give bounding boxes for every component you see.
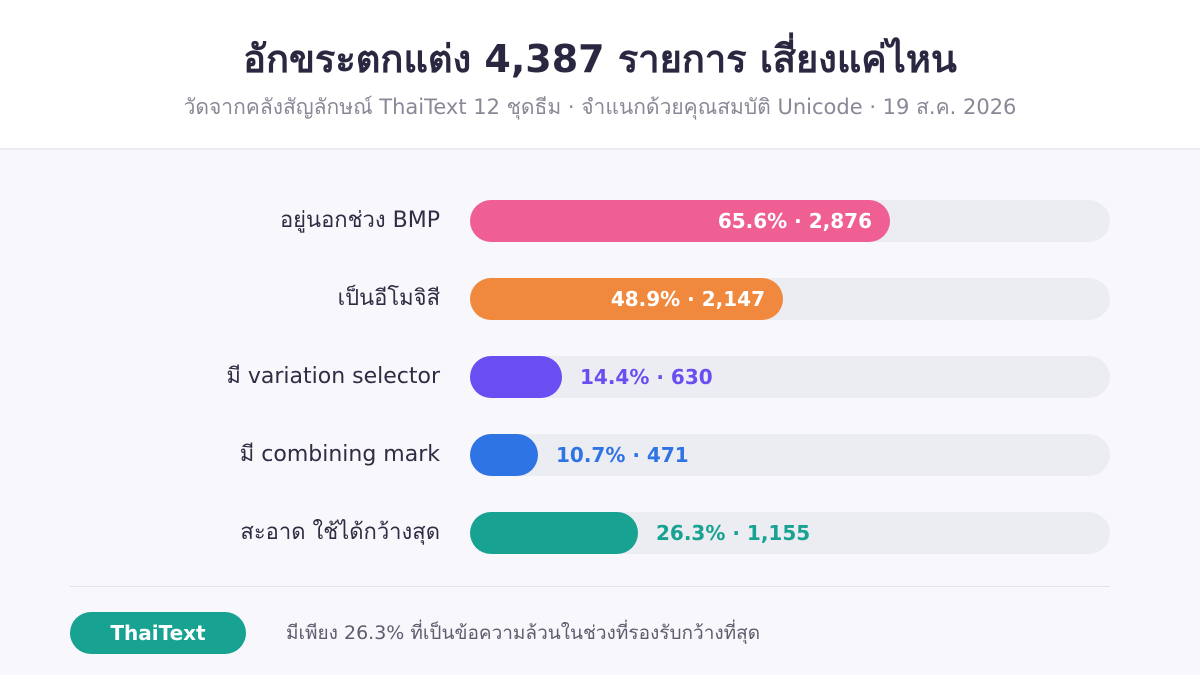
bar-row: มี variation selector 14.4% · 630 (0, 356, 1200, 398)
value-label: 26.3% · 1,155 (656, 521, 811, 545)
bar-track: 10.7% · 471 (470, 434, 1110, 476)
bar-chart: อยู่นอกช่วง BMP 65.6% · 2,876 เป็นอีโมจิสี… (0, 150, 1200, 580)
bar (470, 356, 562, 398)
value-label: 14.4% · 630 (580, 365, 713, 389)
bar (470, 200, 890, 242)
footer-note: มีเพียง 26.3% ที่เป็นข้อความล้วนในช่วงที… (286, 622, 761, 644)
category-label: อยู่นอกช่วง BMP (279, 208, 440, 233)
value-label: 48.9% · 2,147 (610, 287, 765, 311)
category-label: มี variation selector (226, 364, 440, 389)
value-label: 65.6% · 2,876 (717, 209, 872, 233)
chart-subtitle: วัดจากคลังสัญลักษณ์ ThaiText 12 ชุดธีม ·… (183, 95, 1017, 119)
value-label: 10.7% · 471 (556, 443, 689, 467)
brand-badge: ThaiText (70, 612, 246, 654)
bar (470, 434, 538, 476)
bar-track: 65.6% · 2,876 (470, 200, 1110, 242)
bar-row: สะอาด ใช้ได้กว้างสุด 26.3% · 1,155 (0, 512, 1200, 554)
bar-row: อยู่นอกช่วง BMP 65.6% · 2,876 (0, 200, 1200, 242)
bar (470, 278, 783, 320)
bar-track: 26.3% · 1,155 (470, 512, 1110, 554)
chart-header: อักขระตกแต่ง 4,387 รายการ เสี่ยงแค่ไหน ว… (0, 0, 1200, 150)
footer-divider (70, 586, 1110, 587)
bar (470, 512, 638, 554)
category-label: สะอาด ใช้ได้กว้างสุด (240, 520, 440, 545)
chart-title: อักขระตกแต่ง 4,387 รายการ เสี่ยงแค่ไหน (243, 37, 957, 81)
category-label: มี combining mark (239, 442, 440, 467)
bar-row: เป็นอีโมจิสี 48.9% · 2,147 (0, 278, 1200, 320)
category-label: เป็นอีโมจิสี (337, 286, 440, 311)
bar-track: 48.9% · 2,147 (470, 278, 1110, 320)
bar-track: 14.4% · 630 (470, 356, 1110, 398)
bar-row: มี combining mark 10.7% · 471 (0, 434, 1200, 476)
